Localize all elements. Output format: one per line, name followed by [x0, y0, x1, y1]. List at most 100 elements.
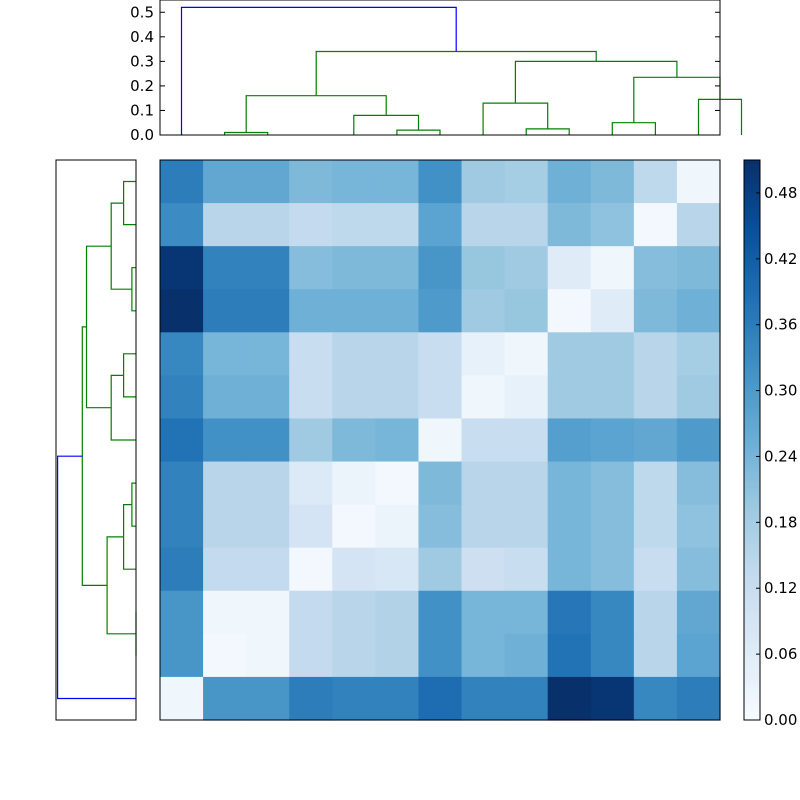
heatmap-cell	[633, 375, 678, 420]
heatmap-cell	[160, 160, 204, 204]
colorbar-gradient-step	[744, 680, 760, 685]
heatmap-cell	[203, 547, 247, 592]
heatmap-cell	[289, 590, 333, 635]
heatmap-cell	[547, 504, 592, 549]
heatmap-cell	[375, 547, 420, 592]
colorbar-gradient-step	[744, 568, 760, 573]
colorbar-gradient-step	[744, 352, 760, 357]
y-tick-label: 0.3	[130, 52, 154, 70]
heatmap-cell	[504, 461, 549, 506]
heatmap-cell	[289, 203, 333, 247]
y-tick-label: 0.1	[130, 101, 154, 119]
heatmap-cell	[203, 504, 247, 549]
colorbar-gradient-step	[744, 312, 760, 317]
colorbar-gradient-step	[744, 316, 760, 321]
heatmap-cell	[332, 633, 376, 678]
top-dendrogram-link	[482, 102, 549, 135]
y-tick-label: 0.0	[130, 126, 154, 144]
heatmap-cell	[418, 676, 463, 721]
heatmap-cell	[461, 461, 506, 506]
heatmap-cell	[375, 676, 420, 721]
colorbar-gradient-step	[744, 252, 760, 257]
heatmap-cell	[203, 676, 247, 721]
colorbar-gradient-step	[744, 516, 760, 521]
heatmap-cell	[289, 633, 333, 678]
colorbar-gradient-step	[744, 280, 760, 285]
colorbar-gradient-step	[744, 276, 760, 281]
heatmap-matrix	[159, 159, 721, 721]
top-dendrogram-link	[353, 114, 420, 135]
top-dendrogram-root-link	[180, 6, 457, 135]
colorbar-gradient-step	[744, 160, 760, 165]
colorbar-gradient-step	[744, 476, 760, 481]
colorbar-gradient-step	[744, 640, 760, 645]
top-dendrogram-link	[525, 128, 570, 135]
colorbar-gradient-step	[744, 600, 760, 605]
heatmap-cell	[375, 332, 420, 376]
colorbar-gradient-step	[744, 392, 760, 397]
heatmap-cell	[246, 246, 290, 290]
colorbar-gradient-step	[744, 652, 760, 657]
heatmap-cell	[504, 418, 549, 463]
heatmap-cell	[590, 590, 635, 635]
colorbar-tick-label: 0.30	[764, 382, 797, 400]
heatmap-cell	[633, 289, 678, 333]
heatmap-cell	[203, 418, 247, 463]
heatmap-cell	[332, 332, 376, 376]
heatmap-cell	[633, 160, 678, 204]
colorbar-gradient-step	[744, 436, 760, 441]
top-dendrogram-link	[514, 60, 678, 104]
heatmap-cell	[203, 203, 247, 247]
heatmap-cell	[547, 461, 592, 506]
heatmap-cell	[203, 375, 247, 420]
colorbar-gradient-step	[744, 500, 760, 505]
heatmap-cell	[375, 418, 420, 463]
colorbar-gradient-step	[744, 400, 760, 405]
heatmap-cell	[504, 547, 549, 592]
heatmap-cell	[418, 461, 463, 506]
colorbar-gradient-step	[744, 348, 760, 353]
colorbar-gradient-step	[744, 448, 760, 453]
colorbar-gradient-step	[744, 708, 760, 713]
heatmap-cell	[504, 160, 549, 204]
heatmap-cell	[461, 375, 506, 420]
heatmap-cell	[461, 547, 506, 592]
colorbar-gradient-step	[744, 420, 760, 425]
colorbar-gradient-step	[744, 356, 760, 361]
colorbar-gradient-step	[744, 556, 760, 561]
heatmap-cell	[590, 676, 635, 721]
colorbar-gradient-step	[744, 200, 760, 205]
heatmap-cell	[633, 418, 678, 463]
colorbar-tick-label: 0.06	[764, 645, 797, 663]
heatmap-cell	[246, 633, 290, 678]
heatmap-cell	[547, 375, 592, 420]
colorbar-gradient-step	[744, 396, 760, 401]
heatmap-cell	[160, 203, 204, 247]
heatmap-cell	[590, 332, 635, 376]
colorbar-gradient-step	[744, 548, 760, 553]
colorbar-gradient-step	[744, 300, 760, 305]
colorbar-gradient-step	[744, 424, 760, 429]
heatmap-cell	[633, 676, 678, 721]
heatmap-cell	[289, 504, 333, 549]
colorbar-gradient-step	[744, 688, 760, 693]
heatmap-cell	[289, 461, 333, 506]
heatmap-cell	[289, 418, 333, 463]
colorbar-gradient-step	[744, 460, 760, 465]
colorbar-gradient-step	[744, 304, 760, 309]
heatmap-cell	[332, 289, 376, 333]
colorbar-gradient-step	[744, 184, 760, 189]
colorbar-gradient-step	[744, 256, 760, 261]
colorbar-gradient-step	[744, 248, 760, 253]
colorbar-tick-label: 0.24	[764, 447, 797, 465]
heatmap-cell	[418, 160, 463, 204]
heatmap-cell	[418, 418, 463, 463]
heatmap-cell	[676, 160, 721, 204]
colorbar-gradient-step	[744, 624, 760, 629]
heatmap-cell	[203, 461, 247, 506]
heatmap-cell	[160, 375, 204, 420]
colorbar-gradient-step	[744, 616, 760, 621]
colorbar-gradient-step	[744, 428, 760, 433]
colorbar-gradient-step	[744, 296, 760, 301]
colorbar-tick-label: 0.42	[764, 250, 797, 268]
